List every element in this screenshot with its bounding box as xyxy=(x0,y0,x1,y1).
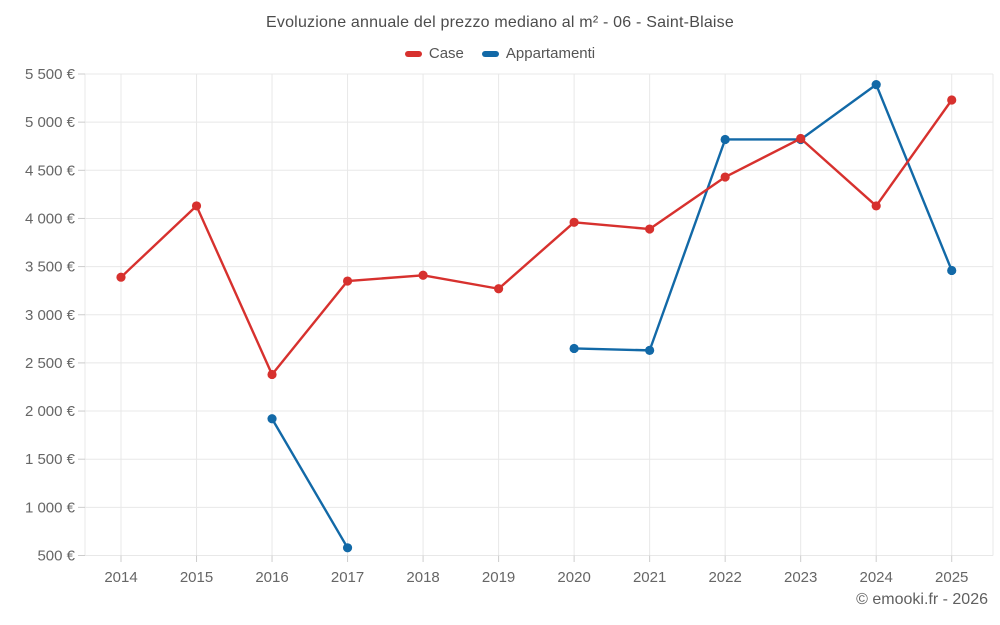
y-axis-label: 4 000 € xyxy=(25,210,76,227)
y-axis-label: 2 500 € xyxy=(25,355,76,372)
data-point-appartamenti-2025[interactable] xyxy=(947,265,957,276)
series-line-appartamenti xyxy=(572,83,953,352)
data-point-appartamenti-2020[interactable] xyxy=(569,343,579,354)
data-point-case-2017[interactable] xyxy=(342,276,353,286)
copyright-footer: © emooki.fr - 2026 xyxy=(856,591,988,608)
x-axis-label: 2017 xyxy=(331,569,364,586)
data-point-appartamenti-2017[interactable] xyxy=(342,543,353,553)
x-axis-label: 2021 xyxy=(633,569,666,586)
legend-swatch-case-icon xyxy=(404,50,422,57)
y-axis-label: 3 500 € xyxy=(25,259,76,276)
data-point-case-2016[interactable] xyxy=(267,369,277,380)
x-axis-label: 2022 xyxy=(708,569,741,586)
data-point-case-2014[interactable] xyxy=(116,272,126,282)
x-axis-label: 2020 xyxy=(557,569,590,586)
data-point-case-2024[interactable] xyxy=(871,201,881,211)
data-point-case-2022[interactable] xyxy=(720,172,730,182)
data-point-appartamenti-2022[interactable] xyxy=(720,134,730,145)
data-point-appartamenti-2016[interactable] xyxy=(267,414,277,424)
data-point-case-2023[interactable] xyxy=(796,133,806,144)
data-point-appartamenti-2021[interactable] xyxy=(645,345,655,355)
y-axis-label: 500 € xyxy=(37,548,75,565)
data-point-case-2021[interactable] xyxy=(645,224,655,234)
series-case xyxy=(116,95,957,380)
series-line-case xyxy=(119,98,953,376)
series-appartamenti xyxy=(267,79,957,553)
x-axis-label: 2019 xyxy=(482,569,515,586)
y-axis-label: 4 500 € xyxy=(25,162,76,179)
legend-label-case: Case xyxy=(428,45,464,62)
data-point-case-2019[interactable] xyxy=(494,284,504,294)
x-axis-label: 2025 xyxy=(935,569,968,586)
x-axis-label: 2023 xyxy=(784,569,817,586)
data-point-case-2015[interactable] xyxy=(191,201,202,211)
legend-item-appartamenti[interactable]: Appartamenti xyxy=(481,45,596,62)
x-axis-label: 2024 xyxy=(860,569,893,586)
y-axis-label: 1 500 € xyxy=(25,451,76,468)
x-axis-label: 2018 xyxy=(406,569,439,586)
chart-title: Evoluzione annuale del prezzo mediano al… xyxy=(266,14,734,31)
legend-item-case[interactable]: Case xyxy=(404,45,464,62)
y-axis-label: 5 500 € xyxy=(25,66,76,83)
data-point-case-2018[interactable] xyxy=(418,270,428,280)
x-axis-label: 2015 xyxy=(180,569,213,586)
series-line-appartamenti xyxy=(270,417,349,549)
y-axis-label: 3 000 € xyxy=(25,307,76,324)
legend-label-appartamenti: Appartamenti xyxy=(505,45,596,62)
x-axis-label: 2014 xyxy=(104,569,137,586)
y-axis-label: 5 000 € xyxy=(25,114,76,131)
data-point-case-2025[interactable] xyxy=(947,95,957,105)
data-point-case-2020[interactable] xyxy=(569,217,579,227)
y-axis-label: 1 000 € xyxy=(25,499,76,516)
x-axis-label: 2016 xyxy=(255,569,288,586)
y-axis-label: 2 000 € xyxy=(25,403,76,420)
chart-legend: Case Appartamenti xyxy=(0,45,1000,62)
legend-swatch-appartamenti-icon xyxy=(481,50,499,57)
data-point-appartamenti-2024[interactable] xyxy=(871,79,881,90)
